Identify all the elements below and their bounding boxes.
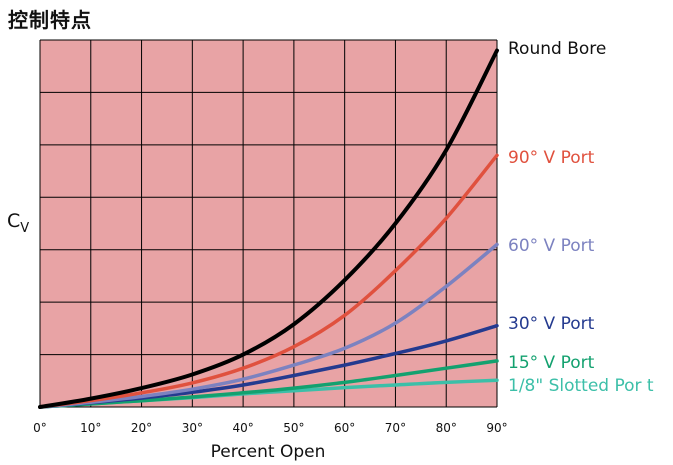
x-tick-label: 60° bbox=[334, 421, 355, 435]
series-labels: Round Bore 90° V Port 60° V Port 30° V Port… bbox=[508, 39, 654, 396]
x-tick-label: 90° bbox=[486, 421, 507, 435]
series-label-4: 30° V Port bbox=[508, 314, 595, 334]
x-tick-label: 30° bbox=[182, 421, 203, 435]
x-axis-label: Percent Open bbox=[211, 442, 326, 462]
x-tick-labels: 0° 10° 20° 30° 40° 50° 60° 70° 80° 90° bbox=[33, 421, 507, 435]
x-tick-label: 50° bbox=[283, 421, 304, 435]
series-line-3 bbox=[38, 242, 499, 409]
series-line-1 bbox=[38, 48, 499, 409]
y-axis-label-sub: V bbox=[20, 221, 30, 236]
y-axis-label-main: C bbox=[7, 210, 21, 232]
series-label-1: Round Bore bbox=[508, 39, 606, 59]
plot-background bbox=[40, 40, 497, 407]
x-tick-label: 20° bbox=[131, 421, 152, 435]
series-label-2: 90° V Port bbox=[508, 148, 595, 168]
series-label-3: 60° V Port bbox=[508, 236, 595, 256]
series-label-5: 15° V Port bbox=[508, 353, 595, 373]
series-line-2 bbox=[38, 153, 499, 409]
series-label-6: 1/8" Slotted Por t bbox=[508, 376, 654, 396]
x-tick-label: 80° bbox=[436, 421, 457, 435]
y-axis-label: CV bbox=[7, 210, 29, 236]
chart-heading: 控制特点 bbox=[8, 8, 92, 32]
x-tick-label: 0° bbox=[33, 421, 47, 435]
x-tick-label: 40° bbox=[232, 421, 253, 435]
x-tick-label: 10° bbox=[80, 421, 101, 435]
series-line-5 bbox=[38, 359, 499, 409]
series-lines bbox=[38, 48, 499, 409]
x-tick-label: 70° bbox=[385, 421, 406, 435]
